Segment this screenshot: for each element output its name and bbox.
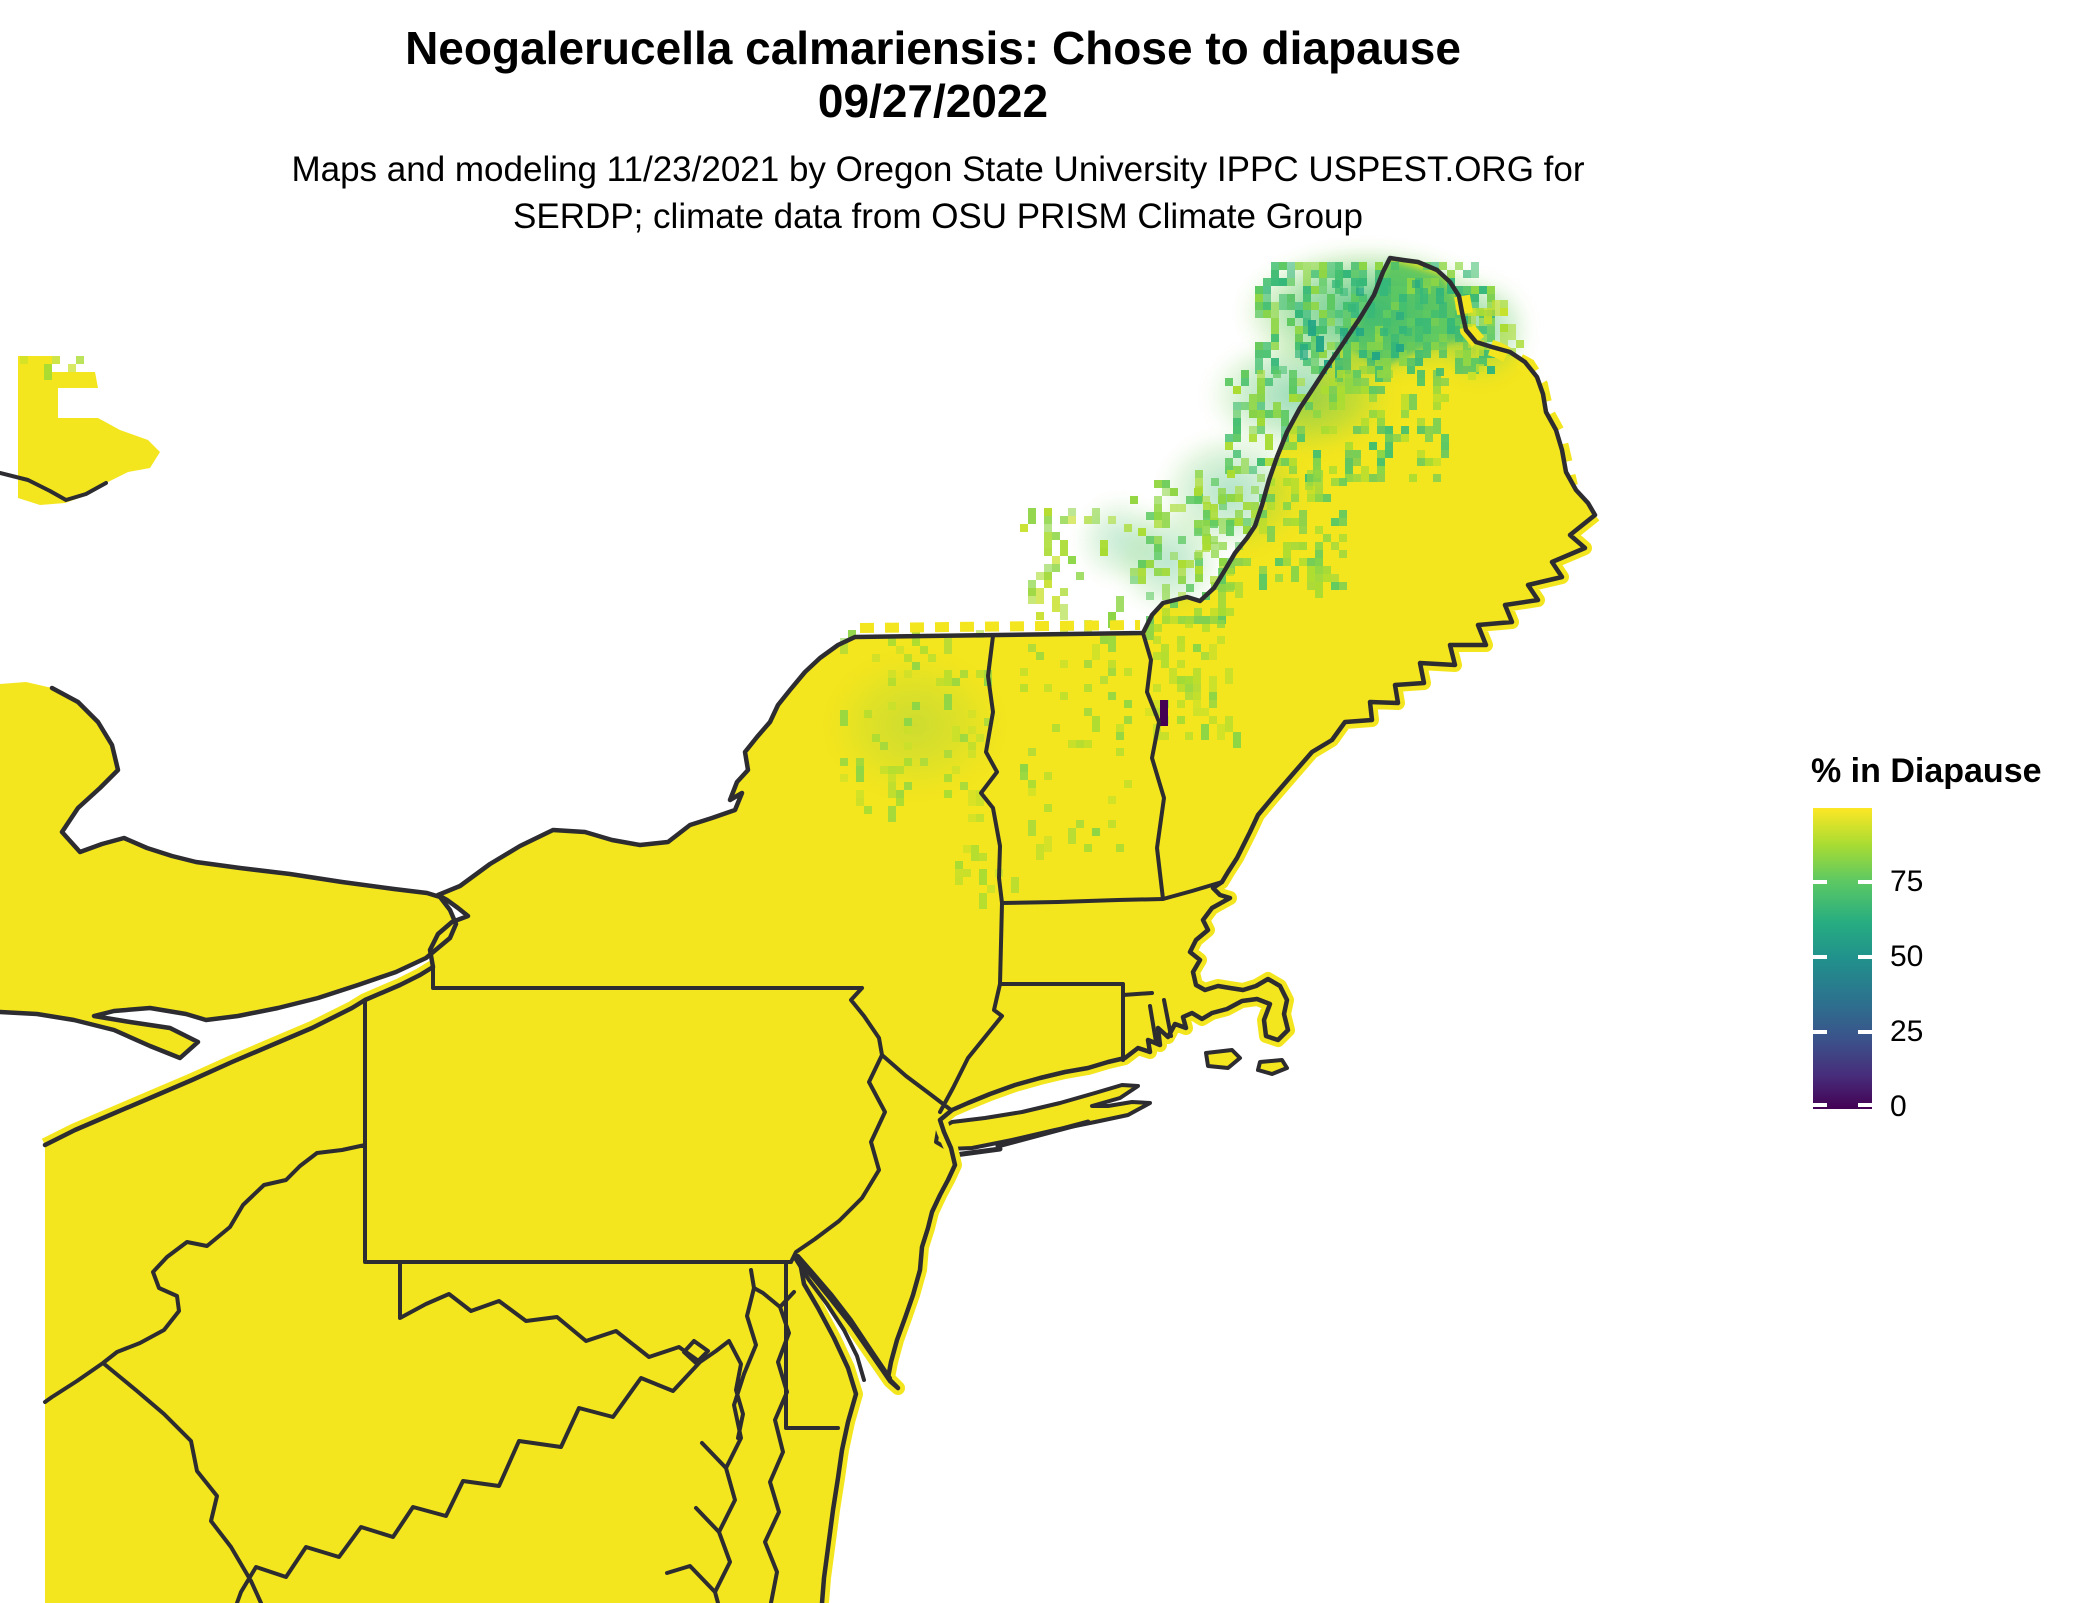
legend-tick-25-left bbox=[1813, 1030, 1827, 1034]
legend-tick-50-left bbox=[1813, 955, 1827, 959]
legend-title: % in Diapause bbox=[1811, 752, 2042, 790]
legend-label-50: 50 bbox=[1890, 940, 1924, 973]
page-title-date: 09/27/2022 bbox=[817, 75, 1049, 127]
legend-tick-50-right bbox=[1858, 955, 1872, 959]
long-island bbox=[934, 1083, 1152, 1151]
state-borders bbox=[0, 471, 1224, 1603]
ontario-canada-land bbox=[0, 682, 456, 1058]
canada-northwest-raster-piece bbox=[18, 356, 160, 505]
subtitle-block: Maps and modeling 11/23/2021 by Oregon S… bbox=[0, 146, 1876, 240]
legend-tick-75-left bbox=[1813, 880, 1827, 884]
raster-edge-dashes-45th-parallel bbox=[859, 620, 1141, 633]
legend-label-75: 75 bbox=[1890, 865, 1924, 898]
legend-label-25: 25 bbox=[1890, 1015, 1924, 1048]
ontario-shoreline bbox=[0, 685, 459, 1061]
legend-tick-0-left bbox=[1813, 1103, 1827, 1107]
legend-tick-0-right bbox=[1858, 1103, 1872, 1107]
subtitle-line2: SERDP; climate data from OSU PRISM Clima… bbox=[513, 197, 1363, 236]
header-block: Neogalerucella calmariensis: Chose to di… bbox=[0, 22, 1866, 128]
coastline-and-national-border bbox=[42, 255, 1598, 1603]
raster-speckles bbox=[20, 262, 1524, 909]
low-value-cell bbox=[1160, 700, 1168, 726]
marthas-vineyard-island bbox=[1204, 1048, 1242, 1070]
long-island-barrier-beach bbox=[952, 1119, 1091, 1158]
legend-label-0: 0 bbox=[1890, 1090, 1907, 1123]
page-title: Neogalerucella calmariensis: Chose to di… bbox=[405, 22, 1461, 74]
legend-tick-25-right bbox=[1858, 1030, 1872, 1034]
subtitle-line1: Maps and modeling 11/23/2021 by Oregon S… bbox=[291, 150, 1585, 189]
nantucket-island bbox=[1256, 1058, 1289, 1076]
legend-tick-75-right bbox=[1858, 880, 1872, 884]
